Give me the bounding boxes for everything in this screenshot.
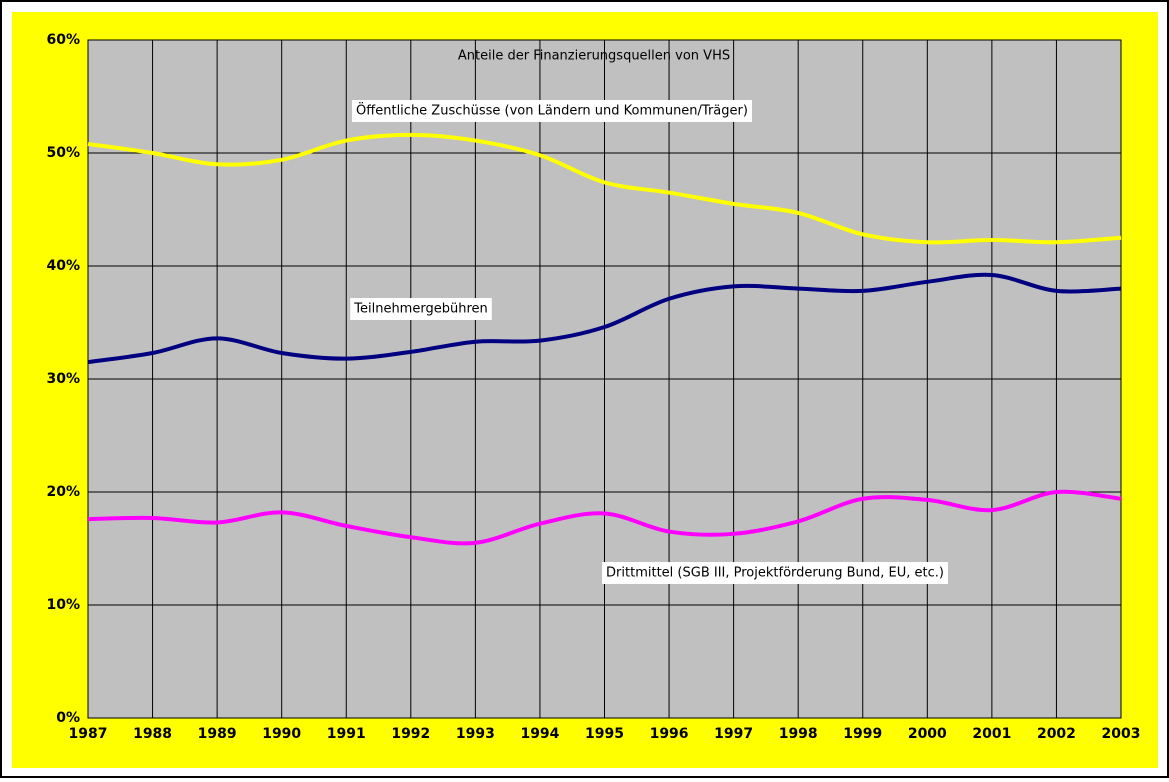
x-tick-label: 2001 [972, 726, 1011, 742]
series-line [87, 489, 1122, 546]
x-tick-label: 1994 [520, 726, 559, 742]
label-box [352, 100, 752, 122]
x-tick-label: 1993 [456, 726, 495, 742]
x-tick-label: 2000 [908, 726, 947, 742]
series-label: Öffentliche Zuschüsse (von Ländern und K… [356, 102, 748, 119]
x-tick-label: 1990 [262, 726, 301, 742]
x-tick-label: 2002 [1037, 726, 1076, 742]
y-tick-label: 60% [46, 32, 80, 48]
x-tick-label: 1995 [585, 726, 624, 742]
y-tick-label: 30% [46, 371, 80, 387]
label-box [602, 562, 948, 584]
y-tick-label: 50% [46, 145, 80, 161]
y-tick-label: 0% [56, 710, 80, 726]
y-tick-label: 10% [46, 597, 80, 613]
x-tick-label: 1992 [391, 726, 430, 742]
label-box [350, 298, 492, 320]
series-line [87, 132, 1122, 245]
x-tick-label: 1991 [327, 726, 366, 742]
series-label: Drittmittel (SGB III, Projektförderung B… [606, 566, 944, 581]
x-tick-label: 2003 [1102, 726, 1141, 742]
x-tick-label: 1988 [133, 726, 172, 742]
series-line [87, 272, 1122, 365]
x-tick-label: 1987 [69, 726, 108, 742]
x-tick-label: 1997 [714, 726, 753, 742]
x-tick-label: 1998 [779, 726, 818, 742]
x-tick-label: 1989 [198, 726, 237, 742]
y-tick-label: 20% [46, 484, 80, 500]
x-tick-label: 1999 [843, 726, 882, 742]
chart-title: Anteile der Finanzierungsquellen von VHS [458, 49, 730, 64]
series-label: Teilnehmergebühren [353, 302, 488, 317]
x-tick-label: 1996 [650, 726, 689, 742]
y-tick-label: 40% [46, 258, 80, 274]
